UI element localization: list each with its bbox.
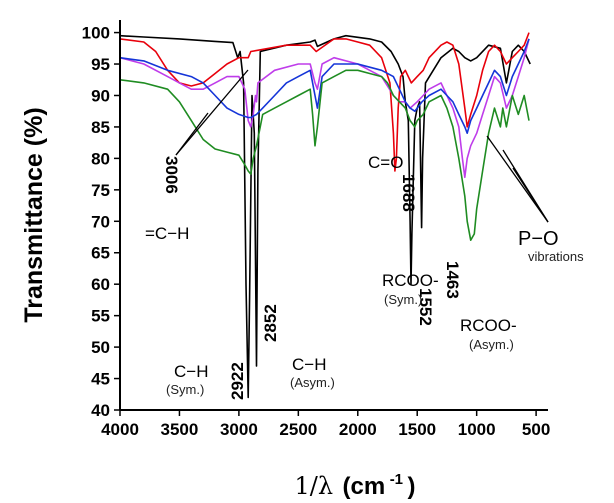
x-tick-label: 2500 — [279, 420, 317, 439]
leader-po-2 — [502, 149, 549, 223]
x-axis-label-close: ) — [407, 473, 415, 500]
annotation-po: P−O — [518, 228, 559, 250]
x-tick-label: 3000 — [220, 420, 258, 439]
y-tick-label: 70 — [91, 212, 110, 231]
leader-3006-b — [175, 112, 209, 156]
y-tick-label: 90 — [91, 86, 110, 105]
annotation-rcoo-sym-sub: (Sym.) — [384, 292, 422, 307]
annotation-2922: 2922 — [228, 362, 247, 400]
annotation-ch-sym-sub: (Sym.) — [166, 382, 204, 397]
y-tick-label: 75 — [91, 181, 110, 200]
x-tick-label: 1500 — [398, 420, 436, 439]
annotation-rcoo-asym: RCOO- — [460, 316, 517, 335]
annotation-ch-asym: C−H — [292, 355, 326, 374]
series-layer — [119, 32, 531, 399]
y-tick-label: 50 — [91, 338, 110, 357]
annotation-3006: 3006 — [162, 156, 181, 194]
series-line-5 — [119, 69, 530, 241]
y-tick-label: 85 — [91, 118, 110, 137]
x-tick-label: 3500 — [161, 420, 199, 439]
y-tick-label: 65 — [91, 244, 110, 263]
annotation-leaders — [175, 69, 549, 223]
annotation-2852: 2852 — [261, 304, 280, 342]
y-tick-label: 45 — [91, 370, 110, 389]
annotation-1688: 1688 — [399, 174, 418, 212]
x-tick-label: 4000 — [101, 420, 139, 439]
x-axis-label-unit: (cm — [343, 473, 386, 500]
annotation-1552: 1552 — [416, 288, 435, 326]
y-tick-label: 80 — [91, 149, 110, 168]
annotation-po-sub: vibrations — [528, 249, 584, 264]
x-tick-label: 1000 — [458, 420, 496, 439]
annotation-c-eq-o: C=O — [368, 153, 403, 172]
series-line-2 — [119, 32, 530, 172]
x-tick-label: 500 — [522, 420, 550, 439]
series-line-4 — [119, 38, 530, 134]
y-tick-label: 95 — [91, 55, 110, 74]
annotation-rcoo-sym: RCOO- — [382, 271, 439, 290]
y-tick-label: 100 — [82, 24, 110, 43]
annotation-ch-sym: C−H — [174, 362, 208, 381]
leader-po-3 — [486, 135, 549, 223]
leader-3006-a — [175, 69, 249, 156]
y-tick-label: 60 — [91, 275, 110, 294]
y-axis-label: Transmittance (%) — [20, 107, 48, 322]
y-tick-label: 40 — [91, 401, 110, 420]
ticks-layer: 4000 3500 3000 2500 2000 1500 1000 500 40 45 50 55 6… — [82, 24, 551, 439]
annotation-rcoo-asym-sub: (Asym.) — [469, 337, 514, 352]
x-axis-label-exp: -1 — [390, 471, 403, 488]
annotation-ch-asym-sub: (Asym.) — [290, 375, 335, 390]
x-axis-label: 1/λ (cm -1 ) — [295, 471, 416, 500]
series-line-1 — [119, 34, 531, 399]
annotation-1463: 1463 — [443, 261, 462, 299]
x-tick-label: 2000 — [339, 420, 377, 439]
x-axis-label-symbol: 1/λ — [295, 472, 334, 500]
y-tick-label: 55 — [91, 307, 110, 326]
annotation-eq-ch: =C−H — [145, 224, 189, 243]
